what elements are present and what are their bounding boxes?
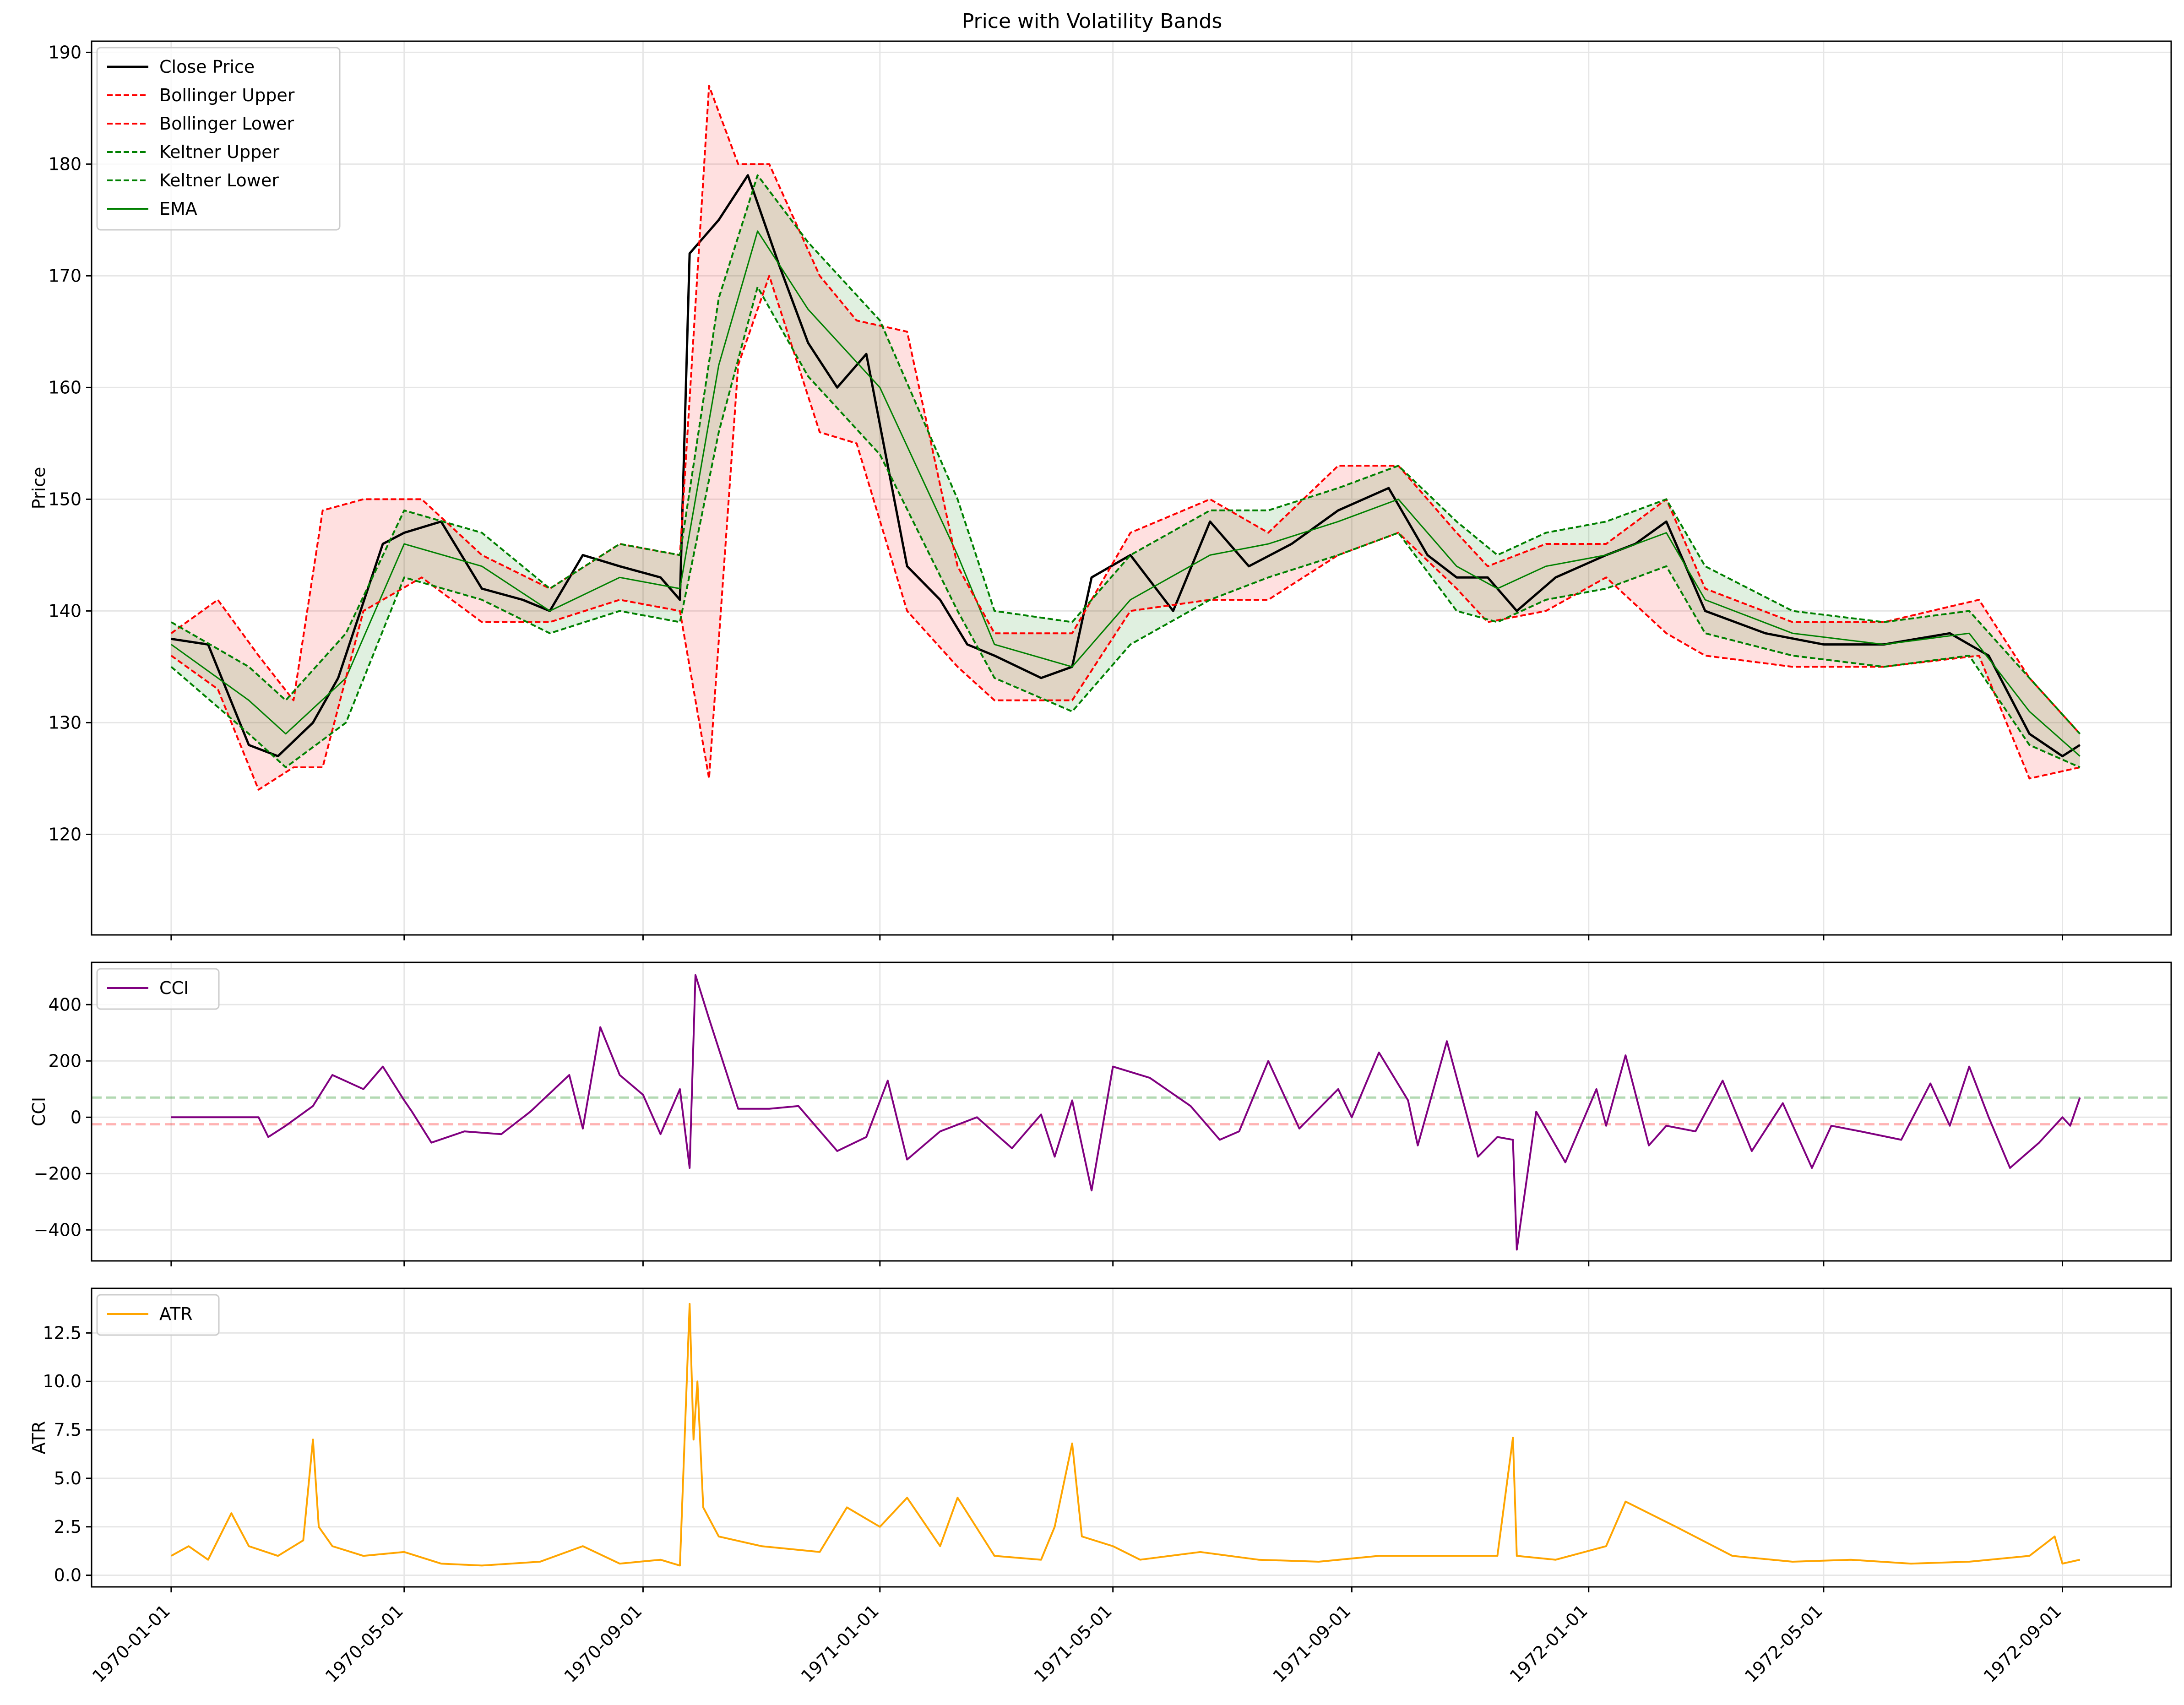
legend-label: Keltner Lower — [159, 170, 279, 190]
y-tick-label: 140 — [48, 601, 81, 621]
y-tick-label: 120 — [48, 824, 81, 844]
keltner-upper-line — [170, 174, 2081, 735]
legend-label: Bollinger Lower — [159, 114, 294, 134]
axes-frame — [91, 1287, 2172, 1588]
cci-line — [171, 974, 2081, 1251]
legend-box — [96, 1294, 220, 1336]
legend-label: Bollinger Upper — [159, 85, 295, 105]
y-tick-label: 2.5 — [54, 1517, 81, 1537]
y-tick-label: 400 — [48, 994, 81, 1015]
bollinger-upper-line — [170, 85, 2081, 735]
price-legend: Close Price Bollinger Upper Bollinger Lowe… — [96, 47, 341, 231]
atr-legend: ATR — [96, 1294, 220, 1336]
cci-panel: −400 −200 0 200 400 CCI CCI — [29, 961, 2172, 1266]
y-tick-label: 12.5 — [43, 1323, 81, 1343]
bollinger-lower-line — [170, 275, 2081, 791]
y-tick-label: 0.0 — [54, 1565, 81, 1586]
y-tick-label: 7.5 — [54, 1420, 81, 1440]
atr-axis-label: ATR — [29, 1421, 49, 1455]
legend-label: Close Price — [159, 57, 255, 77]
legend-box — [96, 47, 341, 231]
y-tick-label: 5.0 — [54, 1468, 81, 1488]
keltner-band-fill — [171, 175, 2080, 767]
keltner-lower-line — [170, 286, 2081, 768]
legend-label: EMA — [159, 199, 197, 219]
y-tick-label: 200 — [48, 1051, 81, 1071]
close-price-line — [171, 174, 2081, 758]
y-tick-label: 0 — [71, 1107, 81, 1127]
y-tick-label: 150 — [48, 489, 81, 509]
price-axis-label: Price — [29, 467, 49, 510]
price-chart-title: Price with Volatility Bands — [962, 10, 1222, 33]
ema-line — [171, 230, 2081, 757]
y-tick-label: 170 — [48, 266, 81, 286]
axes-frame — [91, 961, 2172, 1262]
y-tick-label: 160 — [48, 377, 81, 397]
legend-box — [96, 968, 220, 1010]
y-tick-label: 10.0 — [43, 1371, 81, 1391]
axes-frame — [91, 40, 2172, 936]
legend-label: ATR — [159, 1304, 193, 1324]
y-tick-label: −400 — [34, 1220, 81, 1240]
y-tick-label: −200 — [34, 1163, 81, 1184]
atr-line — [170, 1303, 2081, 1567]
cci-axis-label: CCI — [29, 1097, 49, 1126]
y-tick-label: 130 — [48, 712, 81, 733]
legend-label: CCI — [159, 978, 189, 998]
legend-label: Keltner Upper — [159, 142, 279, 162]
cci-legend: CCI — [96, 968, 220, 1010]
y-tick-label: 180 — [48, 154, 81, 174]
price-panel: 120 130 140 150 160 170 180 190 Price Close Pri… — [29, 40, 2172, 940]
y-tick-label: 190 — [48, 42, 81, 62]
